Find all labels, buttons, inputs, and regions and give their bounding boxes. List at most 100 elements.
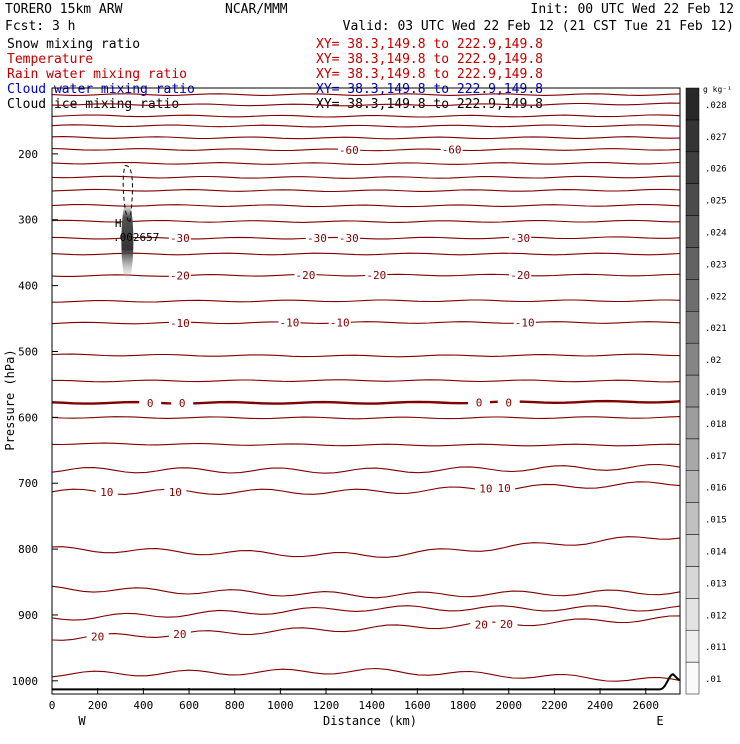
contour-label-bg (513, 316, 536, 329)
colorbar-swatch (685, 661, 700, 695)
colorbar-swatch (685, 215, 700, 248)
isotherm-line (51, 252, 681, 256)
west-label: W (78, 714, 86, 728)
contour-label: 0 (476, 396, 483, 409)
x-tick-label: 200 (88, 699, 108, 712)
contour-label: -10 (280, 317, 300, 330)
contour-label-bg (168, 316, 191, 329)
x-tick-label: 1600 (404, 699, 431, 712)
contour-label: -10 (330, 317, 350, 330)
colorbar-label: .021 (705, 324, 727, 334)
isotherm-line (51, 236, 681, 240)
colorbar-label: .016 (705, 484, 727, 494)
y-tick-label: 900 (18, 609, 38, 622)
contour-label-bg (495, 617, 518, 630)
contour-label-bg (278, 316, 301, 329)
y-tick-label: 500 (18, 345, 38, 358)
plot-frame (51, 87, 681, 695)
colorbar-label: .019 (705, 388, 727, 398)
colorbar-swatch (685, 598, 700, 631)
y-tick-label: 300 (18, 214, 38, 227)
contour-label-bg (139, 396, 162, 409)
legend-xy-0: XY= 38.3,149.8 to 222.9,149.8 (316, 37, 543, 52)
cloud-water-contour (122, 165, 133, 224)
colorbar-label: .01 (705, 675, 721, 685)
isotherm-line (51, 463, 681, 474)
contour-label-bg (365, 269, 388, 282)
isotherm-line (51, 161, 681, 166)
isotherm-line (51, 219, 680, 223)
x-tick-label: 1200 (313, 699, 340, 712)
colorbar-label: .024 (705, 229, 727, 239)
contour-label-bg (305, 232, 328, 245)
contour-label: 10 (169, 486, 182, 499)
y-tick-label: 200 (18, 148, 38, 161)
contour-label: -30 (307, 232, 327, 245)
y-tick-label: 400 (18, 280, 38, 293)
colorbar-label: .02 (705, 356, 721, 366)
isotherm-line (51, 136, 681, 140)
colorbar-label: .018 (705, 420, 727, 430)
legend-xy-2: XY= 38.3,149.8 to 222.9,149.8 (316, 67, 543, 82)
isotherm-line (51, 175, 680, 179)
contour-label: 20 (500, 618, 513, 631)
field-legend: Snow mixing ratio XY= 38.3,149.8 to 222.9… (7, 37, 543, 112)
colorbar-swatch (685, 247, 700, 280)
contour-label-bg (337, 232, 360, 245)
contour-label-bg (168, 269, 191, 282)
east-label: E (656, 714, 663, 728)
isotherm-line (51, 299, 681, 303)
colorbar-swatch (685, 470, 700, 503)
colorbar-swatch (685, 374, 700, 408)
isotherm-line (51, 114, 681, 118)
x-axis-title: Distance (km) (323, 714, 417, 728)
init-time: Init: 00 UTC Wed 22 Feb 12 (531, 2, 735, 17)
isotherm-line (51, 667, 681, 682)
colorbar-label: .025 (705, 197, 727, 207)
contour-label-bg (497, 396, 520, 409)
contour-label-bg (164, 485, 187, 498)
contour-label-bg (493, 482, 516, 495)
isotherm-line (52, 379, 681, 383)
legend-xy-1: XY= 38.3,149.8 to 222.9,149.8 (316, 52, 543, 67)
colorbar-label: .026 (705, 165, 727, 175)
isotherm-line (51, 102, 681, 107)
ice-max-marker: H (115, 217, 122, 230)
contour-label-bg (470, 618, 493, 631)
contour-label-bg (440, 143, 463, 156)
contour-label-bg (294, 269, 317, 282)
contour-label-bg (509, 269, 532, 282)
x-tick-label: 2600 (632, 699, 659, 712)
legend-xy-4: XY= 38.3,149.8 to 222.9,149.8 (316, 97, 543, 112)
x-tick-label: 400 (133, 699, 153, 712)
contour-label: 20 (475, 619, 488, 632)
contour-label: -10 (170, 317, 190, 330)
contour-label-bg (168, 232, 191, 245)
contour-label: -30 (510, 232, 530, 245)
contour-label-bg (86, 630, 109, 643)
contour-label: -20 (296, 269, 316, 282)
colorbar-label: .017 (705, 452, 727, 462)
legend-xy-3: XY= 38.3,149.8 to 222.9,149.8 (316, 82, 543, 97)
terrain-line (52, 673, 681, 691)
colorbar-swatch (685, 183, 700, 216)
legend-field-3: Cloud water mixing ratio (7, 82, 195, 97)
x-tick-label: 2200 (541, 699, 568, 712)
isotherm-line (51, 416, 681, 420)
y-tick-label: 800 (18, 543, 38, 556)
contour-label: -20 (170, 269, 190, 282)
contour-label: -20 (510, 269, 530, 282)
colorbar-unit: g kg⁻¹ (703, 85, 732, 94)
contour-label-bg (168, 628, 191, 641)
contour-label: 10 (479, 483, 492, 496)
contour-label: 20 (173, 628, 186, 641)
x-tick-label: 800 (225, 699, 245, 712)
contour-label: -60 (339, 144, 359, 157)
isotherm-line (51, 615, 681, 641)
y-tick-label: 1000 (12, 675, 39, 688)
isotherm-line (51, 93, 681, 96)
contour-label-bg (337, 143, 360, 156)
colorbar: .01 .011 .012 .013 .014 .015 .016 .017 .018 .019.… (685, 85, 732, 695)
